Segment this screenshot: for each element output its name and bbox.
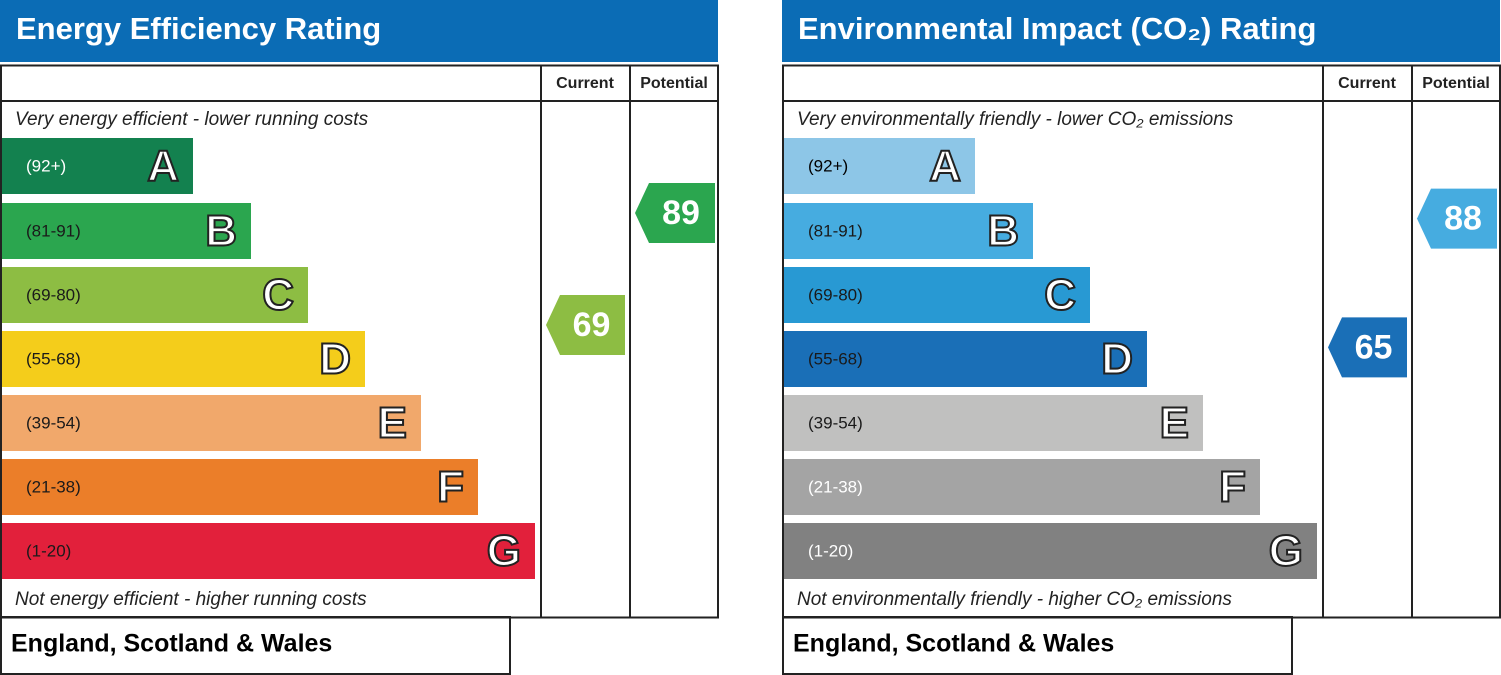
potential-rating: 88 — [1444, 200, 1482, 238]
band-range: (55-68) — [26, 349, 81, 368]
band-letter: A — [929, 142, 961, 191]
rating-band — [784, 523, 1317, 579]
region-box — [0, 616, 511, 675]
rating-band — [2, 138, 193, 194]
panel-title: Environmental Impact (CO₂) Rating — [798, 11, 1316, 46]
rating-band — [784, 203, 1033, 259]
panel-header — [0, 0, 718, 62]
panel-title: Energy Efficiency Rating — [16, 11, 381, 46]
rating-band — [784, 138, 975, 194]
bottom-note: Not energy efficient - higher running co… — [15, 589, 367, 610]
potential-arrow — [1417, 188, 1497, 249]
rating-band — [2, 459, 478, 515]
rating-band — [2, 331, 365, 387]
band-range: (69-80) — [26, 285, 81, 304]
top-note: Very environmentally friendly - lower CO… — [797, 109, 1234, 130]
current-rating: 65 — [1355, 328, 1393, 366]
band-letter: F — [1219, 463, 1246, 512]
current-arrow — [546, 295, 625, 355]
current-arrow — [1328, 317, 1407, 378]
band-range: (39-54) — [808, 413, 863, 432]
band-range: (55-68) — [808, 349, 863, 368]
band-letter: B — [987, 207, 1019, 256]
rating-band — [2, 267, 308, 323]
band-range: (1-20) — [26, 541, 71, 560]
band-range: (92+) — [808, 156, 848, 175]
band-letter: C — [1044, 271, 1076, 320]
bottom-note: Not environmentally friendly - higher CO… — [797, 589, 1232, 610]
rating-band — [784, 267, 1090, 323]
band-letter: A — [147, 142, 179, 191]
rating-band — [784, 459, 1260, 515]
column-header: Current — [556, 75, 614, 92]
column-header: Current — [1338, 75, 1396, 92]
rating-band — [2, 395, 421, 451]
band-letter: C — [262, 271, 294, 320]
region: England, Scotland & Wales — [793, 630, 1114, 658]
band-range: (81-91) — [808, 221, 863, 240]
band-letter: D — [1101, 335, 1133, 384]
band-letter: E — [378, 399, 407, 448]
potential-rating: 89 — [662, 194, 700, 232]
band-range: (92+) — [26, 156, 66, 175]
region: England, Scotland & Wales — [11, 630, 332, 658]
region-box — [782, 616, 1293, 675]
current-rating: 69 — [573, 306, 611, 344]
band-letter: G — [487, 527, 521, 576]
band-range: (21-38) — [26, 477, 81, 496]
band-range: (1-20) — [808, 541, 853, 560]
rating-band — [2, 203, 251, 259]
rating-band — [784, 331, 1147, 387]
column-header: Potential — [1422, 75, 1490, 92]
rating-band — [2, 523, 535, 579]
band-range: (81-91) — [26, 221, 81, 240]
band-range: (39-54) — [26, 413, 81, 432]
band-range: (21-38) — [808, 477, 863, 496]
band-letter: E — [1160, 399, 1189, 448]
top-note: Very energy efficient - lower running co… — [15, 109, 369, 130]
band-letter: G — [1269, 527, 1303, 576]
band-range: (69-80) — [808, 285, 863, 304]
column-header: Potential — [640, 75, 708, 92]
band-letter: D — [319, 335, 351, 384]
band-letter: F — [437, 463, 464, 512]
panel-header — [782, 0, 1500, 62]
rating-band — [784, 395, 1203, 451]
band-letter: B — [205, 207, 237, 256]
potential-arrow — [635, 183, 715, 243]
